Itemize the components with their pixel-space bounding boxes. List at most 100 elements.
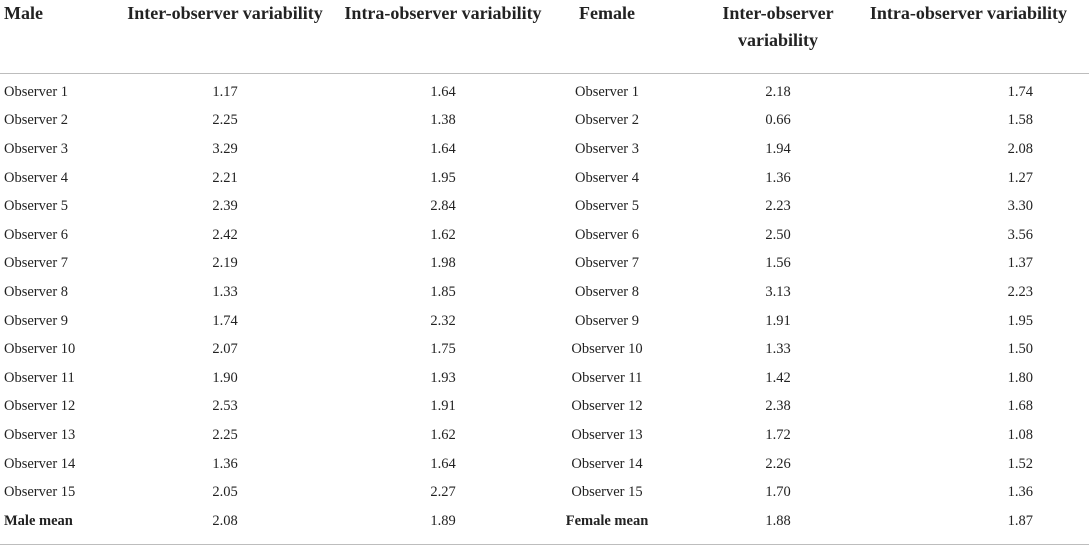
female-inter-value: 1.42 [765, 369, 791, 386]
female-observer-label: Observer 2 [574, 112, 640, 129]
male-intra-value: 1.93 [430, 369, 456, 386]
female-inter-value: 2.38 [765, 398, 791, 415]
male-intra-value: 2.27 [430, 484, 456, 501]
female-observer-label: Observer 5 [574, 198, 640, 215]
female-intra-value: 1.37 [1007, 255, 1033, 272]
female-observer-label: Observer 4 [574, 169, 640, 186]
header-male: Male [0, 0, 120, 74]
table-row: Observer 15 2.05 2.27 Observer 15 1.70 1… [0, 478, 1089, 507]
male-inter-value: 2.39 [212, 198, 238, 215]
male-inter-value: 2.42 [212, 226, 238, 243]
male-inter-value: 3.29 [212, 140, 238, 157]
table-bottom-rule [0, 544, 1089, 545]
female-inter-value: 1.91 [765, 312, 791, 329]
male-inter-value: 1.17 [212, 83, 238, 100]
female-inter-value: 1.36 [765, 169, 791, 186]
table-body: Observer 1 1.17 1.64 Observer 1 2.18 1.7… [0, 74, 1089, 536]
table-row: Observer 2 2.25 1.38 Observer 2 0.66 1.5… [0, 107, 1089, 136]
female-inter-value: 1.72 [765, 426, 791, 443]
header-row: Male Inter-observer variability Intra-ob… [0, 0, 1089, 74]
table-row: Observer 10 2.07 1.75 Observer 10 1.33 1… [0, 335, 1089, 364]
female-observer-label: Observer 13 [571, 426, 643, 443]
male-observer-label: Observer 13 [4, 426, 76, 443]
female-intra-value: 1.95 [1007, 312, 1033, 329]
header-female-intra-observer: Intra-observer variability [868, 0, 1089, 74]
male-mean-label: Male mean [4, 512, 73, 529]
female-observer-label: Observer 12 [571, 398, 643, 415]
female-observer-label: Observer 3 [574, 140, 640, 157]
male-intra-value: 1.62 [430, 426, 456, 443]
table-row: Observer 1 1.17 1.64 Observer 1 2.18 1.7… [0, 74, 1089, 107]
female-mean-inter-value: 1.88 [765, 512, 791, 529]
table-row: Observer 8 1.33 1.85 Observer 8 3.13 2.2… [0, 278, 1089, 307]
female-observer-label: Observer 11 [571, 369, 643, 386]
female-intra-value: 1.50 [1007, 341, 1033, 358]
table-row: Observer 9 1.74 2.32 Observer 9 1.91 1.9… [0, 307, 1089, 336]
female-intra-value: 1.36 [1007, 484, 1033, 501]
female-intra-value: 3.56 [1007, 226, 1033, 243]
male-inter-value: 1.36 [212, 455, 238, 472]
female-observer-label: Observer 1 [574, 83, 640, 100]
table-row: Observer 14 1.36 1.64 Observer 14 2.26 1… [0, 450, 1089, 479]
male-intra-value: 1.98 [430, 255, 456, 272]
male-observer-label: Observer 10 [4, 341, 76, 358]
female-intra-value: 2.08 [1007, 140, 1033, 157]
female-inter-value: 2.50 [765, 226, 791, 243]
female-observer-label: Observer 8 [574, 283, 640, 300]
male-observer-label: Observer 3 [4, 140, 69, 157]
table-row: Observer 13 2.25 1.62 Observer 13 1.72 1… [0, 421, 1089, 450]
female-inter-value: 1.56 [765, 255, 791, 272]
male-observer-label: Observer 15 [4, 484, 76, 501]
male-observer-label: Observer 9 [4, 312, 69, 329]
table-row: Observer 11 1.90 1.93 Observer 11 1.42 1… [0, 364, 1089, 393]
female-inter-value: 0.66 [765, 112, 791, 129]
table-row: Observer 6 2.42 1.62 Observer 6 2.50 3.5… [0, 221, 1089, 250]
table-header: Male Inter-observer variability Intra-ob… [0, 0, 1089, 74]
female-inter-value: 2.18 [765, 83, 791, 100]
table-row: Observer 7 2.19 1.98 Observer 7 1.56 1.3… [0, 250, 1089, 279]
male-observer-label: Observer 8 [4, 283, 69, 300]
female-intra-value: 2.23 [1007, 283, 1033, 300]
male-inter-value: 1.33 [212, 283, 238, 300]
female-mean-intra-value: 1.87 [1007, 512, 1033, 529]
male-inter-value: 2.05 [212, 484, 238, 501]
male-inter-value: 2.07 [212, 341, 238, 358]
female-observer-label: Observer 15 [571, 484, 643, 501]
male-inter-value: 2.25 [212, 112, 238, 129]
female-intra-value: 1.52 [1007, 455, 1033, 472]
male-intra-value: 1.85 [430, 283, 456, 300]
female-inter-value: 2.23 [765, 198, 791, 215]
male-inter-value: 2.21 [212, 169, 238, 186]
female-intra-value: 1.68 [1007, 398, 1033, 415]
female-observer-label: Observer 7 [574, 255, 640, 272]
female-intra-value: 3.30 [1007, 198, 1033, 215]
female-intra-value: 1.74 [1007, 83, 1033, 100]
female-observer-label: Observer 6 [574, 226, 640, 243]
male-mean-inter-value: 2.08 [212, 512, 238, 529]
male-observer-label: Observer 6 [4, 226, 69, 243]
male-intra-value: 1.64 [430, 83, 456, 100]
header-female: Female [556, 0, 688, 74]
mean-row: Male mean 2.08 1.89 Female mean 1.88 1.8… [0, 507, 1089, 536]
female-inter-value: 2.26 [765, 455, 791, 472]
male-mean-intra-value: 1.89 [430, 512, 456, 529]
male-intra-value: 1.91 [430, 398, 456, 415]
male-inter-value: 2.19 [212, 255, 238, 272]
header-male-inter-observer: Inter-observer variability [120, 0, 330, 74]
female-inter-value: 1.33 [765, 341, 791, 358]
male-observer-label: Observer 1 [4, 83, 69, 100]
male-intra-value: 1.95 [430, 169, 456, 186]
female-inter-value: 3.13 [765, 283, 791, 300]
female-observer-label: Observer 9 [574, 312, 640, 329]
male-intra-value: 2.32 [430, 312, 456, 329]
male-intra-value: 1.75 [430, 341, 456, 358]
male-inter-value: 1.90 [212, 369, 238, 386]
female-intra-value: 1.80 [1007, 369, 1033, 386]
table-row: Observer 5 2.39 2.84 Observer 5 2.23 3.3… [0, 192, 1089, 221]
header-female-inter-observer: Inter-observer variability [688, 0, 868, 74]
male-intra-value: 1.62 [430, 226, 456, 243]
male-observer-label: Observer 5 [4, 198, 69, 215]
male-intra-value: 1.38 [430, 112, 456, 129]
male-observer-label: Observer 4 [4, 169, 69, 186]
